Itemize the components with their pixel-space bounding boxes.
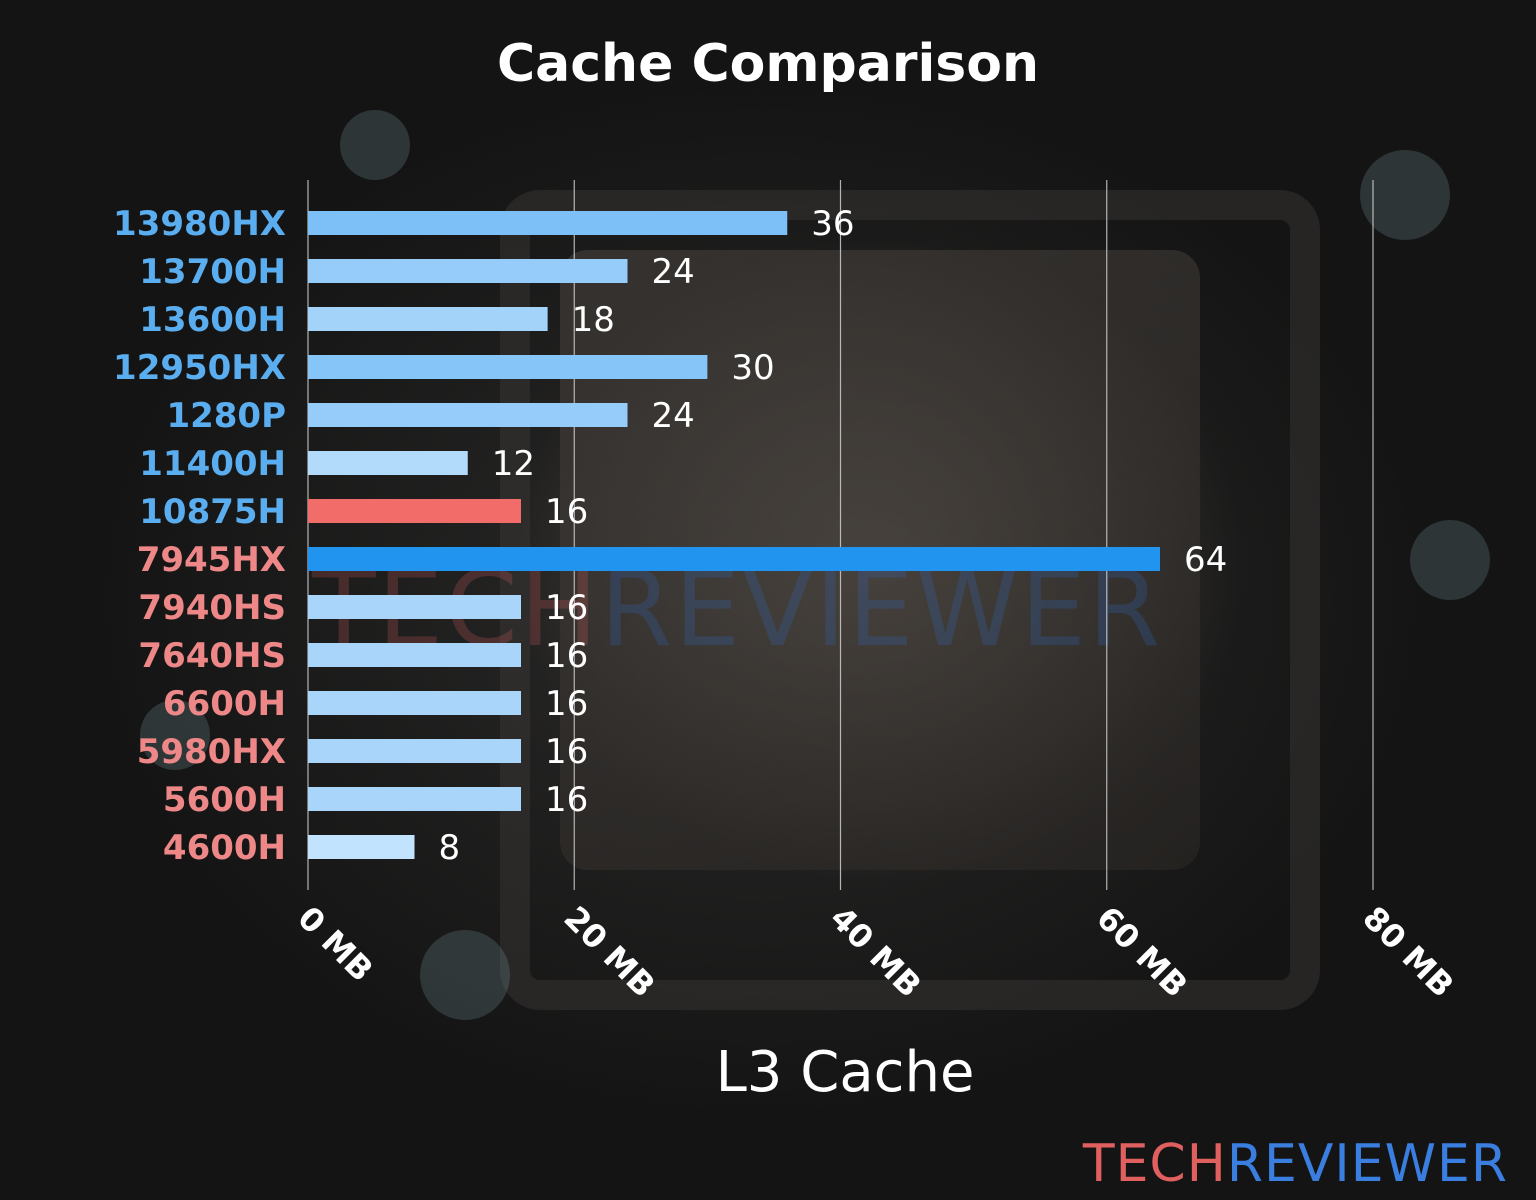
background-dot — [420, 930, 510, 1020]
value-label: 16 — [545, 684, 588, 724]
category-label: 11400H — [139, 444, 286, 484]
techreviewer-logo: TECHREVIEWER — [1083, 1134, 1508, 1194]
x-tick-label: 60 MB — [1089, 899, 1195, 1005]
bar — [308, 403, 628, 427]
bar — [308, 307, 548, 331]
bar — [308, 355, 708, 379]
bar — [308, 739, 521, 763]
x-axis-label: L3 Cache — [715, 1040, 975, 1105]
value-label: 8 — [439, 828, 461, 868]
category-label: 13980HX — [113, 204, 286, 244]
category-label: 7945HX — [137, 540, 286, 580]
category-label: 6600H — [163, 684, 286, 724]
value-label: 24 — [652, 396, 695, 436]
x-tick-label: 0 MB — [290, 899, 380, 989]
category-label: 13700H — [139, 252, 286, 292]
bar — [308, 547, 1160, 571]
background-dot — [1360, 150, 1450, 240]
value-label: 16 — [545, 588, 588, 628]
chart-title: Cache Comparison — [496, 34, 1039, 94]
value-label: 16 — [545, 492, 588, 532]
bar — [308, 451, 468, 475]
value-label: 16 — [545, 732, 588, 772]
bar — [308, 259, 628, 283]
category-label: 5980HX — [137, 732, 286, 772]
bar — [308, 595, 521, 619]
category-label: 13600H — [139, 300, 286, 340]
category-label: 4600H — [163, 828, 286, 868]
value-label: 16 — [545, 780, 588, 820]
category-label: 1280P — [166, 396, 286, 436]
bar — [308, 643, 521, 667]
x-tick-label: 40 MB — [823, 899, 929, 1005]
category-label: 5600H — [163, 780, 286, 820]
value-label: 30 — [731, 348, 774, 388]
bar — [308, 499, 521, 523]
logo-tech: TECH — [1082, 1134, 1227, 1194]
background-dot — [1410, 520, 1490, 600]
category-label: 7640HS — [138, 636, 286, 676]
bar — [308, 787, 521, 811]
value-label: 16 — [545, 636, 588, 676]
bar — [308, 835, 415, 859]
category-label: 12950HX — [113, 348, 286, 388]
x-tick-label: 20 MB — [557, 899, 663, 1005]
value-label: 24 — [652, 252, 695, 292]
value-label: 12 — [492, 444, 535, 484]
value-label: 64 — [1184, 540, 1227, 580]
value-label: 18 — [572, 300, 615, 340]
value-label: 36 — [811, 204, 854, 244]
category-label: 10875H — [139, 492, 286, 532]
logo-reviewer: REVIEWER — [1226, 1134, 1508, 1194]
background-dot — [340, 110, 410, 180]
category-label: 7940HS — [138, 588, 286, 628]
bar — [308, 691, 521, 715]
background-dot — [140, 700, 210, 770]
bar — [308, 211, 788, 235]
x-tick-label: 80 MB — [1355, 899, 1461, 1005]
